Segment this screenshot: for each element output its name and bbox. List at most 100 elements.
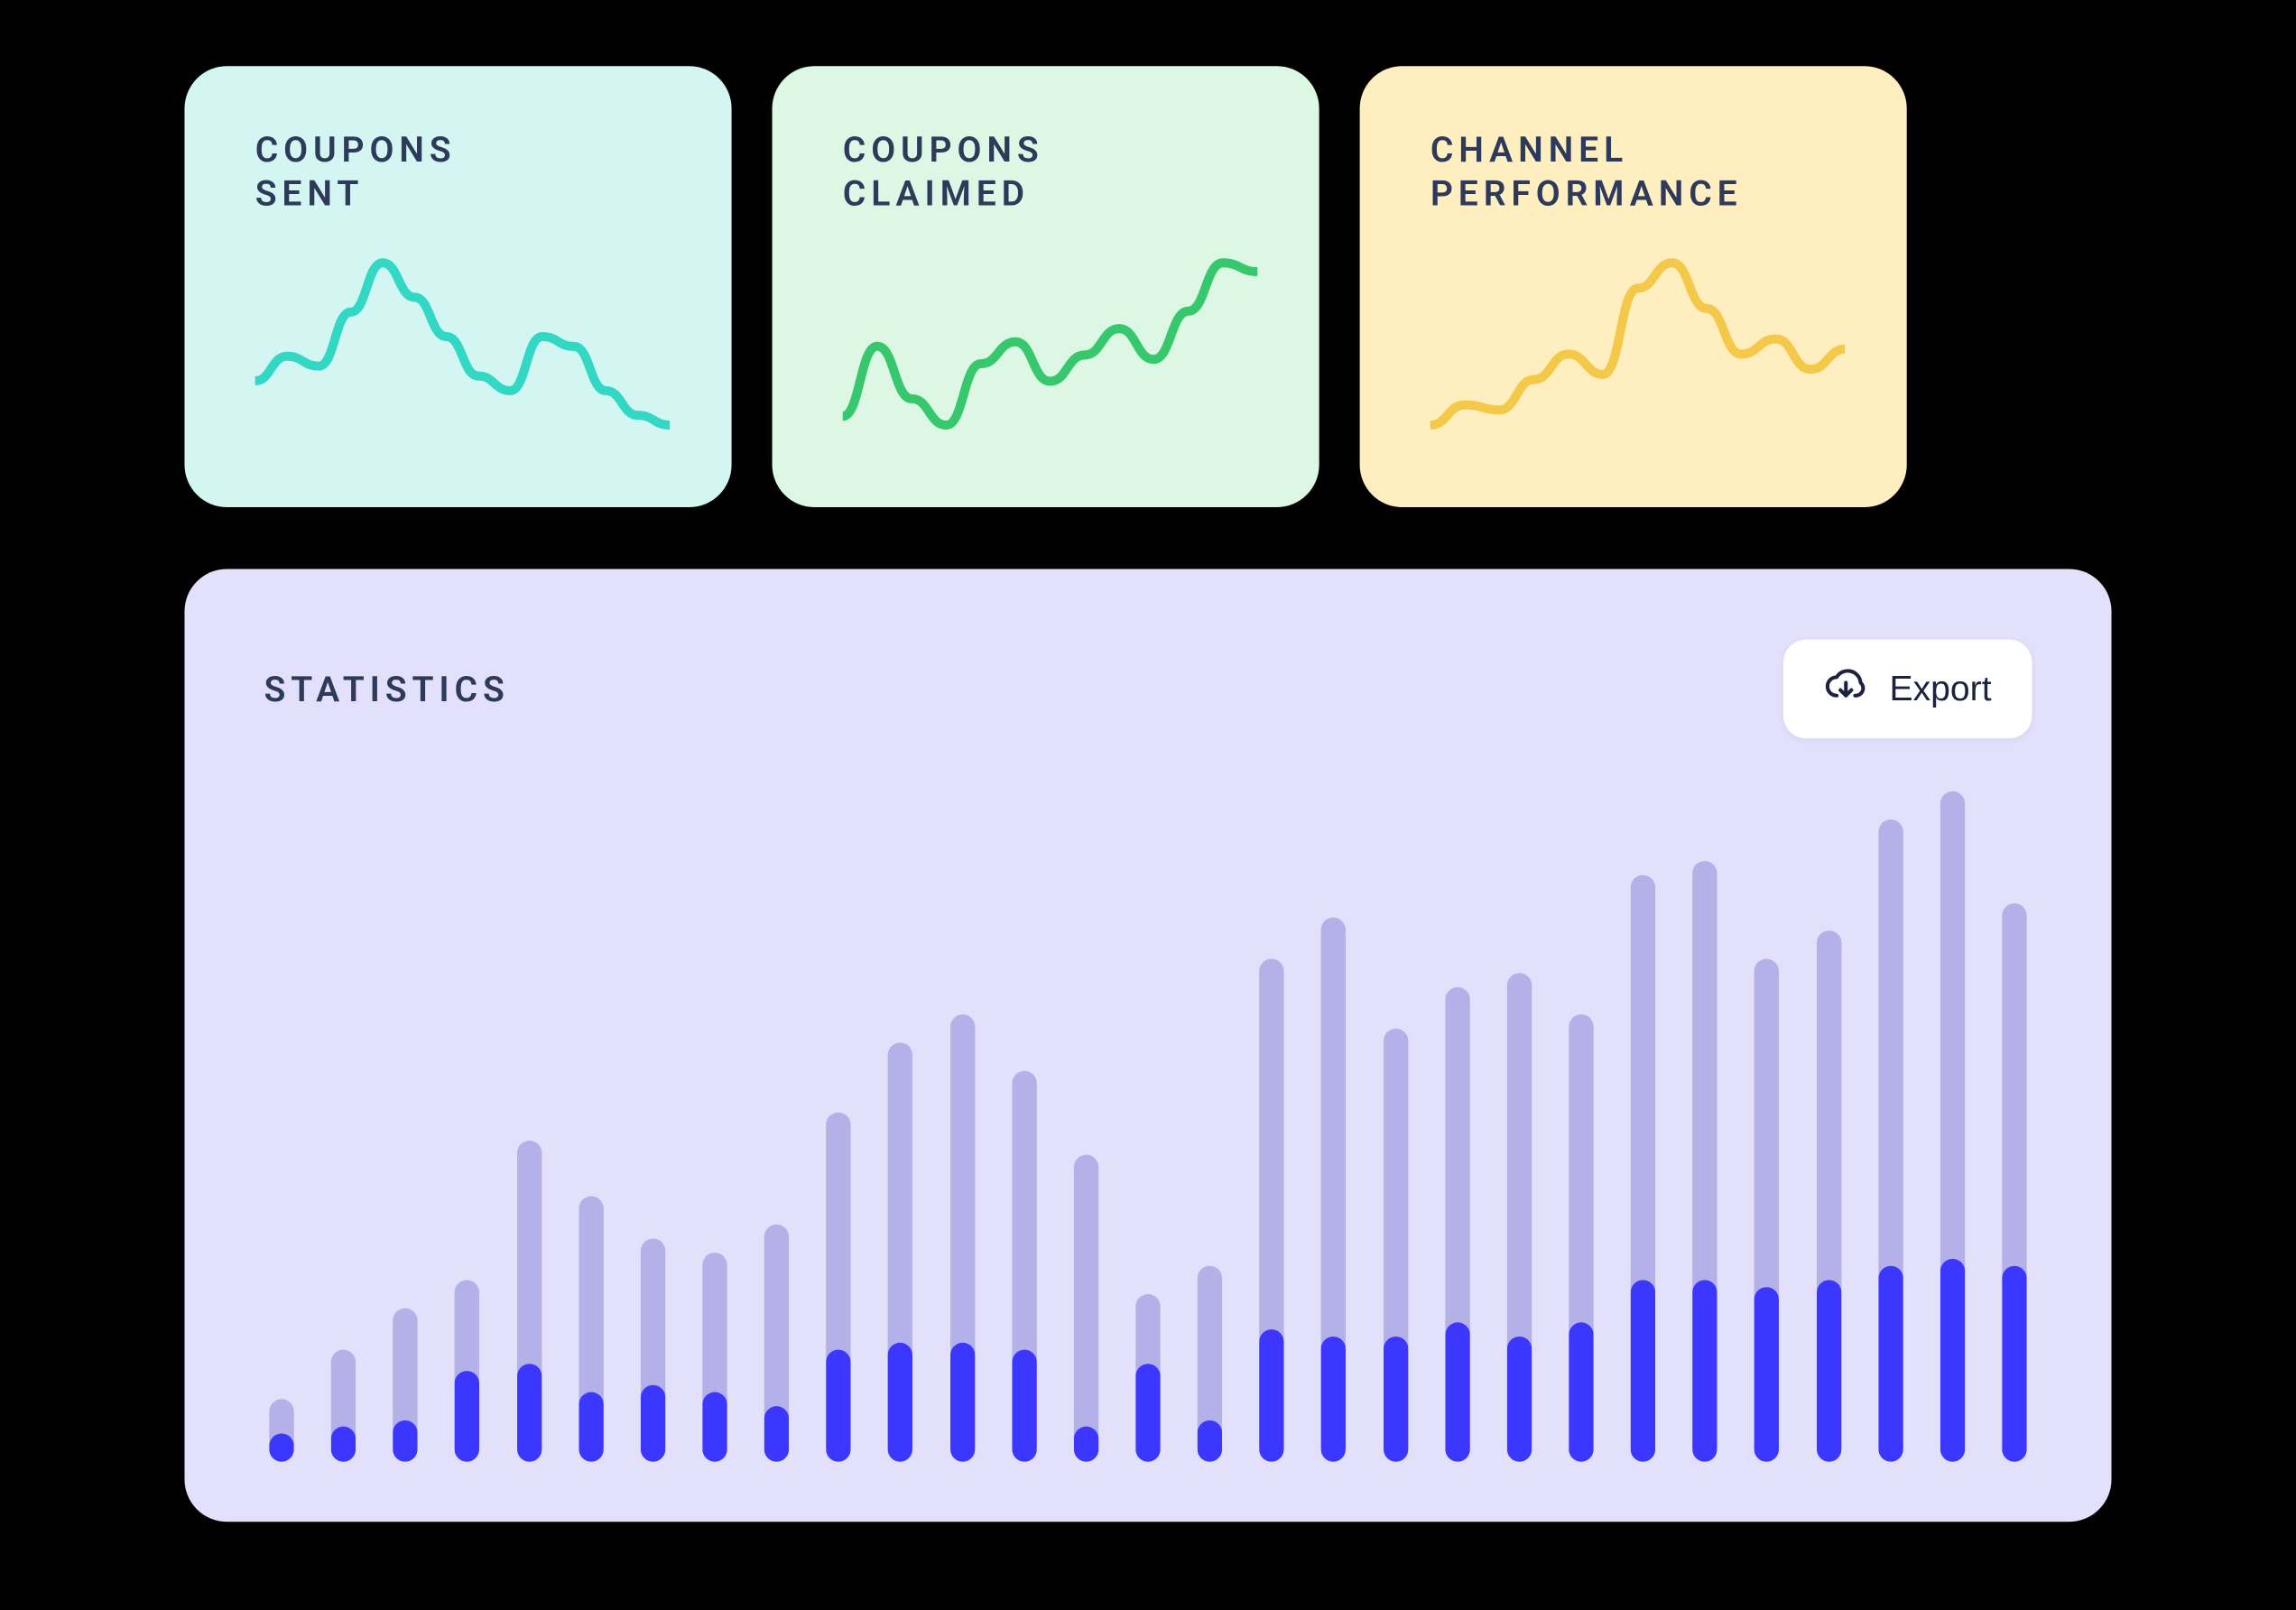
card-title: COUPONS CLAIMED [843, 128, 1257, 217]
download-cloud-icon [1824, 662, 1868, 716]
bar-column [1378, 791, 1413, 1462]
bar-fill [950, 1343, 975, 1462]
bar-fill [1754, 1287, 1779, 1461]
card-title: CHANNEL PERFORMANCE [1430, 128, 1845, 217]
bar-fill [1817, 1281, 1841, 1462]
bar-fill [1012, 1350, 1036, 1462]
bar [1445, 987, 1469, 1462]
bar [1074, 1154, 1098, 1462]
bar [1569, 1014, 1593, 1461]
bar-column [1811, 791, 1847, 1462]
bar-fill [455, 1371, 479, 1462]
bar [764, 1225, 789, 1462]
bar-fill [1507, 1336, 1532, 1461]
bar-column [1130, 791, 1165, 1462]
bar [393, 1309, 418, 1462]
bar [641, 1238, 665, 1462]
card-channel-performance[interactable]: CHANNEL PERFORMANCE [1360, 66, 1907, 507]
bar-fill [1940, 1259, 1965, 1461]
bar [1940, 791, 1965, 1462]
bar [1878, 819, 1903, 1462]
bar-column [1563, 791, 1598, 1462]
bar [702, 1253, 727, 1462]
bar-column [821, 791, 856, 1462]
bar [1259, 959, 1283, 1462]
card-sparkline [843, 225, 1257, 463]
bar-column [1440, 791, 1475, 1462]
bar [827, 1113, 851, 1462]
bar-column [264, 791, 299, 1462]
bar-column [1996, 791, 2032, 1462]
bar [2002, 903, 2026, 1462]
bar-column [759, 791, 794, 1462]
statistics-title: STATISTICS [264, 668, 509, 709]
bar-fill [1198, 1420, 1222, 1461]
bar [1135, 1294, 1160, 1462]
bar [1321, 917, 1346, 1462]
bar [1012, 1070, 1036, 1461]
bar-column [1625, 791, 1661, 1462]
bar [950, 1014, 975, 1461]
bar-column [883, 791, 918, 1462]
bar-fill [641, 1385, 665, 1462]
bar-fill [1878, 1266, 1903, 1462]
bar-column [1316, 791, 1351, 1462]
bar-fill [1692, 1281, 1717, 1462]
bar [579, 1197, 603, 1462]
bar-column [512, 791, 547, 1462]
bar-column [573, 791, 608, 1462]
statistics-bars [264, 791, 2032, 1462]
bar-column [388, 791, 423, 1462]
bar-column [1502, 791, 1537, 1462]
bar [1754, 959, 1779, 1462]
card-title: COUPONS SENT [255, 128, 670, 217]
bar-fill [579, 1392, 603, 1461]
card-sparkline [1430, 225, 1845, 463]
bar-fill [1321, 1336, 1346, 1461]
export-button[interactable]: Export [1783, 640, 2032, 738]
bar-fill [1445, 1322, 1469, 1462]
bar-column [1069, 791, 1104, 1462]
bar-fill [702, 1392, 727, 1461]
bar [888, 1042, 912, 1461]
bar [331, 1350, 356, 1462]
bar-column [697, 791, 732, 1462]
statistics-header: STATISTICS Export [264, 640, 2032, 738]
bar-column [945, 791, 980, 1462]
bar-fill [1569, 1322, 1593, 1462]
bar [1384, 1029, 1408, 1462]
bar-column [1749, 791, 1784, 1462]
bar [1631, 875, 1655, 1462]
bar-fill [1259, 1329, 1283, 1462]
bar-column [326, 791, 361, 1462]
bar-fill [1135, 1364, 1160, 1461]
bar [1817, 931, 1841, 1462]
bar [1692, 861, 1717, 1462]
bar-column [1192, 791, 1227, 1462]
bar-fill [827, 1350, 851, 1462]
bar-column [1006, 791, 1042, 1462]
bar-fill [393, 1420, 418, 1461]
bar-fill [888, 1343, 912, 1462]
card-sparkline [255, 225, 670, 463]
bar-fill [269, 1434, 293, 1462]
cards-row: COUPONS SENT COUPONS CLAIMED CHANNEL PERFO… [26, 36, 2271, 507]
bar-column [635, 791, 671, 1462]
bar-fill [1074, 1427, 1098, 1462]
bar [269, 1399, 293, 1462]
bar-column [1873, 791, 1908, 1462]
bar-fill [1384, 1336, 1408, 1461]
bar-fill [2002, 1266, 2026, 1462]
bar-column [1688, 791, 1723, 1462]
bar-column [1254, 791, 1290, 1462]
statistics-panel: STATISTICS Export [184, 569, 2111, 1522]
bar [1507, 973, 1532, 1462]
bar-fill [1631, 1281, 1655, 1462]
bar-column [449, 791, 485, 1462]
bar [455, 1281, 479, 1462]
card-coupons-claimed[interactable]: COUPONS CLAIMED [773, 66, 1319, 507]
bar [1198, 1266, 1222, 1462]
dashboard-frame: COUPONS SENT COUPONS CLAIMED CHANNEL PERFO… [26, 36, 2271, 1610]
card-coupons-sent[interactable]: COUPONS SENT [184, 66, 731, 507]
bar-fill [331, 1427, 356, 1462]
